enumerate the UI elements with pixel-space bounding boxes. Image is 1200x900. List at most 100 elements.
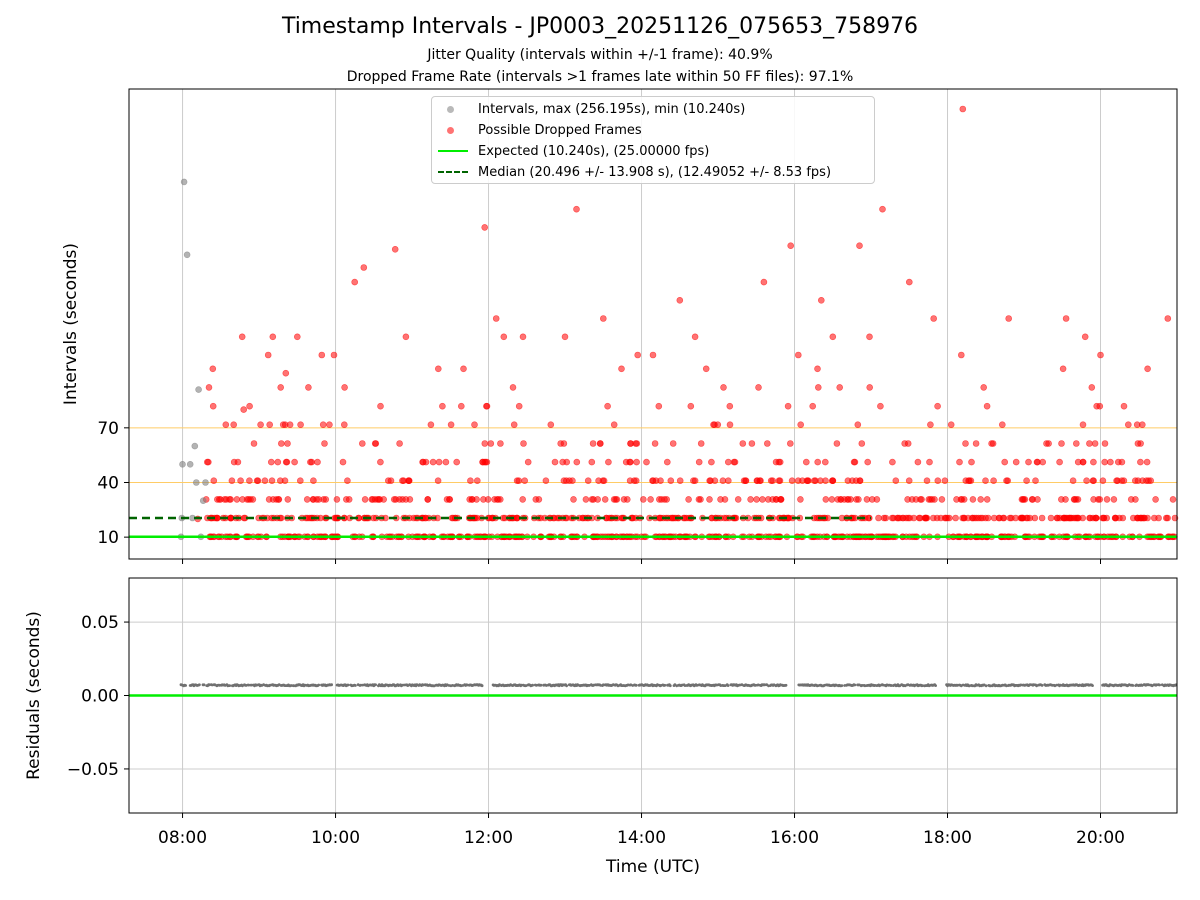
- dropped-frame-rate-subtitle: Dropped Frame Rate (intervals >1 frames …: [346, 69, 854, 85]
- dropped-frame-point: [1099, 514, 1106, 522]
- dropped-frame-outlier-point: [1081, 333, 1089, 341]
- dropped-frame-point: [399, 477, 406, 485]
- dropped-frame-point: [268, 477, 276, 485]
- dropped-frame-point: [708, 514, 716, 522]
- dropped-frame-point: [340, 421, 348, 429]
- dropped-frame-point: [1006, 514, 1014, 522]
- dropped-frame-point: [228, 477, 236, 485]
- intervals-panel: 10 40 70 Intervals (seconds): [61, 88, 1179, 564]
- interval-point: [199, 497, 207, 505]
- dropped-frame-point: [1101, 458, 1108, 466]
- dropped-frame-point: [1033, 458, 1041, 466]
- dropped-frame-point: [253, 477, 261, 485]
- dropped-frame-point: [1144, 514, 1151, 522]
- dropped-frame-point: [655, 402, 663, 410]
- dropped-frame-point: [931, 496, 938, 503]
- dropped-frame-point: [1152, 496, 1159, 503]
- dropped-frame-point: [1074, 458, 1082, 466]
- dropped-frame-point: [904, 440, 912, 447]
- dropped-frame-point: [788, 477, 796, 485]
- dropped-frame-outlier-point: [829, 333, 837, 341]
- dropped-frame-point: [547, 421, 555, 429]
- residual-point: [198, 683, 201, 687]
- dropped-frame-point: [1034, 496, 1041, 503]
- dropped-frame-point: [926, 458, 933, 466]
- residual-point: [668, 684, 672, 688]
- dropped-frame-point: [610, 496, 618, 503]
- dropped-frame-point: [851, 458, 859, 466]
- dropped-frame-point: [483, 458, 491, 466]
- dropped-frame-point: [916, 514, 924, 522]
- dropped-frame-point: [639, 496, 647, 503]
- dropped-frame-point: [234, 458, 242, 466]
- dropped-frame-outlier-point: [240, 406, 247, 413]
- dropped-frame-point: [695, 458, 703, 466]
- dropped-frame-point: [321, 440, 328, 447]
- dropped-frame-point: [1075, 514, 1082, 522]
- dropped-frame-outlier-point: [293, 333, 301, 341]
- dropped-frame-point: [276, 477, 284, 485]
- dropped-frame-point: [972, 440, 980, 447]
- dropped-frame-point: [291, 458, 298, 466]
- residual-point: [374, 683, 377, 687]
- y-tick-label: 0.05: [81, 613, 119, 633]
- dropped-frame-point: [1133, 421, 1141, 429]
- dropped-frame-point: [1089, 477, 1097, 485]
- dropped-frame-point: [246, 477, 253, 485]
- dropped-frame-point: [509, 384, 517, 391]
- legend-marker-intervals: [447, 106, 454, 113]
- dropped-frame-point: [877, 402, 884, 410]
- dropped-frame-point: [590, 496, 597, 503]
- chart-title: Timestamp Intervals - JP0003_20251126_07…: [281, 14, 919, 39]
- dropped-frame-point: [980, 384, 988, 391]
- dropped-frame-outlier-point: [1097, 351, 1104, 359]
- dropped-frame-outlier-point: [634, 351, 642, 359]
- dropped-frame-outlier-point: [282, 369, 290, 377]
- dropped-frame-point: [706, 477, 714, 485]
- dropped-frame-point: [471, 421, 478, 429]
- dropped-frame-point: [934, 402, 941, 410]
- dropped-frame-point: [967, 477, 975, 485]
- dropped-frame-point: [748, 440, 756, 447]
- dropped-frame-point: [319, 421, 327, 429]
- dropped-frame-point: [730, 458, 738, 466]
- dropped-frame-point: [753, 477, 761, 485]
- dropped-frame-point: [799, 477, 806, 485]
- dropped-frame-point: [435, 458, 443, 466]
- dropped-frame-point: [784, 402, 792, 410]
- dropped-frame-point: [854, 421, 862, 429]
- dropped-frame-point: [1130, 514, 1137, 522]
- dropped-frame-point: [652, 477, 660, 485]
- dropped-frame-point: [989, 440, 997, 447]
- dropped-frame-point: [755, 384, 762, 391]
- dropped-frame-point: [275, 496, 283, 503]
- dropped-frame-point: [560, 477, 568, 485]
- residual-point: [934, 684, 937, 687]
- dropped-frame-point: [776, 477, 784, 485]
- dropped-frame-outlier-point: [238, 333, 246, 341]
- dropped-frame-point: [690, 477, 697, 485]
- dropped-frame-point: [542, 477, 550, 485]
- dropped-frame-point: [952, 514, 959, 522]
- dropped-frame-point: [333, 496, 341, 503]
- dropped-frame-point: [279, 421, 287, 429]
- dropped-frame-outlier-point: [330, 351, 338, 359]
- dropped-frame-point: [1134, 440, 1142, 447]
- residual-point: [853, 683, 857, 687]
- dropped-frame-point: [1132, 477, 1139, 485]
- dropped-frame-point: [520, 440, 527, 447]
- residual-point: [531, 683, 534, 687]
- dropped-frame-outlier-point: [500, 333, 508, 341]
- dropped-frame-point: [322, 496, 330, 503]
- dropped-frame-point: [927, 421, 934, 429]
- dropped-frame-point: [956, 458, 963, 466]
- dropped-frame-point: [676, 477, 684, 485]
- dropped-frame-point: [905, 477, 913, 485]
- dropped-frame-point: [1120, 477, 1128, 485]
- dropped-frame-point: [1058, 496, 1065, 503]
- dropped-frame-point: [282, 458, 290, 466]
- dropped-frame-point: [405, 477, 413, 485]
- dropped-frame-point: [767, 477, 775, 485]
- dropped-frame-point: [1137, 458, 1144, 466]
- dropped-frame-point: [439, 402, 446, 410]
